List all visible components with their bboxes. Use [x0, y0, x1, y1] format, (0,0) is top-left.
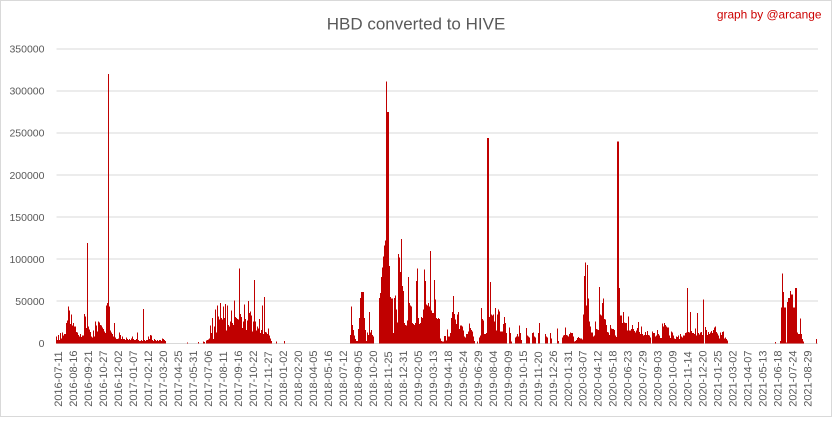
- svg-text:300000: 300000: [9, 86, 44, 98]
- svg-text:2016-09-21: 2016-09-21: [83, 351, 95, 407]
- svg-text:2021-06-18: 2021-06-18: [773, 351, 785, 407]
- svg-text:2019-08-04: 2019-08-04: [488, 351, 500, 407]
- svg-text:2018-04-05: 2018-04-05: [308, 351, 320, 407]
- svg-text:2020-01-31: 2020-01-31: [563, 351, 575, 407]
- svg-text:2020-06-23: 2020-06-23: [623, 351, 635, 407]
- svg-text:2021-07-24: 2021-07-24: [788, 351, 800, 407]
- svg-text:2018-05-16: 2018-05-16: [323, 351, 335, 407]
- svg-text:2020-09-03: 2020-09-03: [653, 351, 665, 407]
- svg-text:2018-10-20: 2018-10-20: [368, 351, 380, 407]
- svg-text:2021-01-25: 2021-01-25: [713, 351, 725, 407]
- svg-text:2019-02-05: 2019-02-05: [413, 351, 425, 407]
- svg-text:2018-11-25: 2018-11-25: [383, 351, 395, 406]
- svg-text:2018-02-20: 2018-02-20: [293, 351, 305, 407]
- svg-text:HBD converted to HIVE: HBD converted to HIVE: [327, 15, 506, 34]
- svg-text:2019-05-24: 2019-05-24: [458, 351, 470, 407]
- svg-text:2020-05-18: 2020-05-18: [608, 351, 620, 407]
- svg-text:2017-08-11: 2017-08-11: [218, 351, 230, 406]
- svg-text:2021-08-29: 2021-08-29: [803, 351, 815, 407]
- svg-text:2019-09-09: 2019-09-09: [503, 351, 515, 407]
- svg-text:2018-01-02: 2018-01-02: [278, 351, 290, 407]
- svg-text:150000: 150000: [9, 212, 44, 224]
- svg-text:2017-03-20: 2017-03-20: [158, 351, 170, 407]
- svg-text:2019-06-29: 2019-06-29: [473, 351, 485, 407]
- svg-text:2017-09-16: 2017-09-16: [233, 351, 245, 407]
- svg-text:2016-12-02: 2016-12-02: [113, 351, 125, 407]
- svg-text:250000: 250000: [9, 128, 44, 140]
- svg-text:2019-11-20: 2019-11-20: [533, 351, 545, 406]
- svg-text:2021-04-07: 2021-04-07: [743, 351, 755, 407]
- svg-text:350000: 350000: [9, 44, 44, 56]
- svg-text:2019-03-13: 2019-03-13: [428, 351, 440, 407]
- svg-text:0: 0: [39, 338, 45, 350]
- svg-text:2016-08-16: 2016-08-16: [68, 351, 80, 407]
- svg-text:2017-05-31: 2017-05-31: [188, 351, 200, 407]
- svg-text:2020-11-14: 2020-11-14: [683, 351, 695, 406]
- svg-text:2021-05-13: 2021-05-13: [758, 351, 770, 407]
- svg-text:200000: 200000: [9, 170, 44, 182]
- svg-text:2017-11-27: 2017-11-27: [263, 351, 275, 406]
- svg-text:2017-07-06: 2017-07-06: [203, 351, 215, 407]
- svg-text:50000: 50000: [15, 296, 44, 308]
- svg-text:2019-04-18: 2019-04-18: [443, 351, 455, 407]
- svg-text:2021-03-02: 2021-03-02: [728, 351, 740, 407]
- svg-text:2016-10-27: 2016-10-27: [98, 351, 110, 407]
- svg-text:100000: 100000: [9, 254, 44, 266]
- svg-text:2017-04-25: 2017-04-25: [173, 351, 185, 407]
- svg-text:2019-10-15: 2019-10-15: [518, 351, 530, 407]
- svg-text:2020-04-12: 2020-04-12: [593, 351, 605, 407]
- svg-text:2017-10-22: 2017-10-22: [248, 351, 260, 407]
- svg-text:2018-12-31: 2018-12-31: [398, 351, 410, 407]
- svg-text:2020-07-29: 2020-07-29: [638, 351, 650, 407]
- svg-text:2017-02-12: 2017-02-12: [143, 351, 155, 407]
- svg-text:2017-01-07: 2017-01-07: [128, 351, 140, 407]
- svg-text:2019-12-26: 2019-12-26: [548, 351, 560, 407]
- svg-text:2018-09-05: 2018-09-05: [353, 351, 365, 407]
- svg-text:2020-10-09: 2020-10-09: [668, 351, 680, 407]
- svg-text:2020-03-07: 2020-03-07: [578, 351, 590, 407]
- svg-text:graph by @arcange: graph by @arcange: [717, 7, 822, 21]
- svg-text:2016-07-11: 2016-07-11: [53, 351, 65, 406]
- svg-text:2018-07-12: 2018-07-12: [338, 351, 350, 407]
- svg-text:2020-12-20: 2020-12-20: [698, 351, 710, 407]
